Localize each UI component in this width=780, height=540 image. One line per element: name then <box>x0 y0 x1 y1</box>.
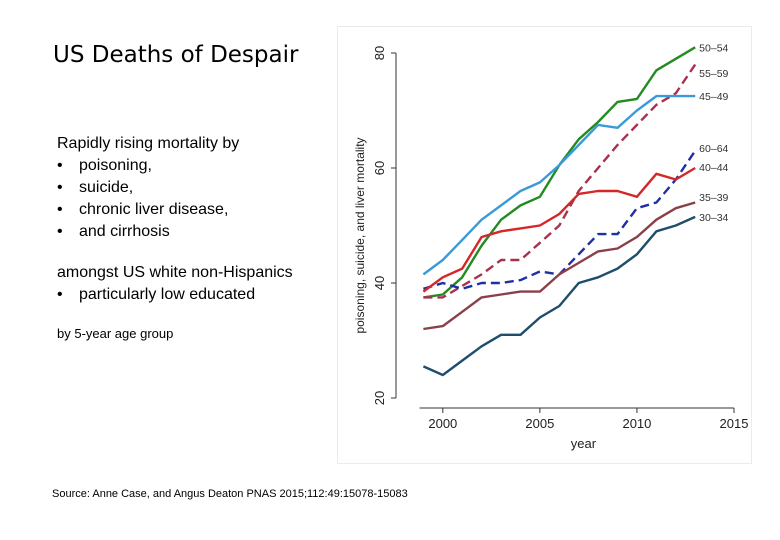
y-tick-label: 60 <box>372 161 387 175</box>
y-tick-label: 40 <box>372 276 387 290</box>
population-block: amongst US white non-Hispanics particula… <box>57 262 293 306</box>
x-tick-label: 2015 <box>720 416 749 431</box>
source-citation: Source: Anne Case, and Angus Deaton PNAS… <box>52 488 408 500</box>
population-item: particularly low educated <box>57 284 293 306</box>
x-tick-label: 2000 <box>428 416 457 431</box>
series-label: 60–64 <box>699 143 728 155</box>
cause-item: chronic liver disease, <box>57 199 239 221</box>
series-label: 30–34 <box>699 212 728 224</box>
series-label: 55–59 <box>699 68 728 80</box>
y-tick-label: 80 <box>372 46 387 60</box>
series-label: 40–44 <box>699 162 728 174</box>
cause-item: and cirrhosis <box>57 221 239 243</box>
population-text: amongst US white non-Hispanics <box>57 264 293 281</box>
x-axis-title: year <box>571 436 597 451</box>
slide-title: US Deaths of Despair <box>53 42 299 68</box>
x-tick-label: 2010 <box>622 416 651 431</box>
x-tick-label: 2005 <box>525 416 554 431</box>
causes-list: poisoning, suicide, chronic liver diseas… <box>57 155 239 243</box>
series-lines <box>422 46 697 377</box>
y-axis-title: poisoning, suicide, and liver mortality <box>353 137 367 333</box>
series-line-30–34 <box>422 215 696 377</box>
chart-panel: 20 40 60 80 2000 2005 2010 2015 year poisoning, s… <box>337 26 752 464</box>
intro-text: Rapidly rising mortality by <box>57 135 240 152</box>
series-line-45–49 <box>422 94 696 276</box>
intro-block: Rapidly rising mortality by poisoning, s… <box>57 133 239 243</box>
axes-group: 20 40 60 80 2000 2005 2010 2015 year poisoning, s… <box>353 46 748 451</box>
series-line-60–64 <box>423 150 697 290</box>
series-label: 45–49 <box>699 91 728 103</box>
cause-item: suicide, <box>57 177 239 199</box>
series-labels: 50–54 55–59 45–49 60–64 40–44 35–39 30–34 <box>699 42 728 224</box>
series-line-50–54 <box>423 46 696 299</box>
mortality-line-chart: 20 40 60 80 2000 2005 2010 2015 year poisoning, s… <box>353 42 748 451</box>
grouping-note: by 5-year age group <box>57 326 174 341</box>
population-list: particularly low educated <box>57 284 293 306</box>
y-tick-label: 20 <box>372 391 387 405</box>
series-label: 35–39 <box>699 192 728 204</box>
cause-item: poisoning, <box>57 155 239 177</box>
series-label: 50–54 <box>699 42 728 54</box>
series-line-55–59 <box>423 63 697 299</box>
